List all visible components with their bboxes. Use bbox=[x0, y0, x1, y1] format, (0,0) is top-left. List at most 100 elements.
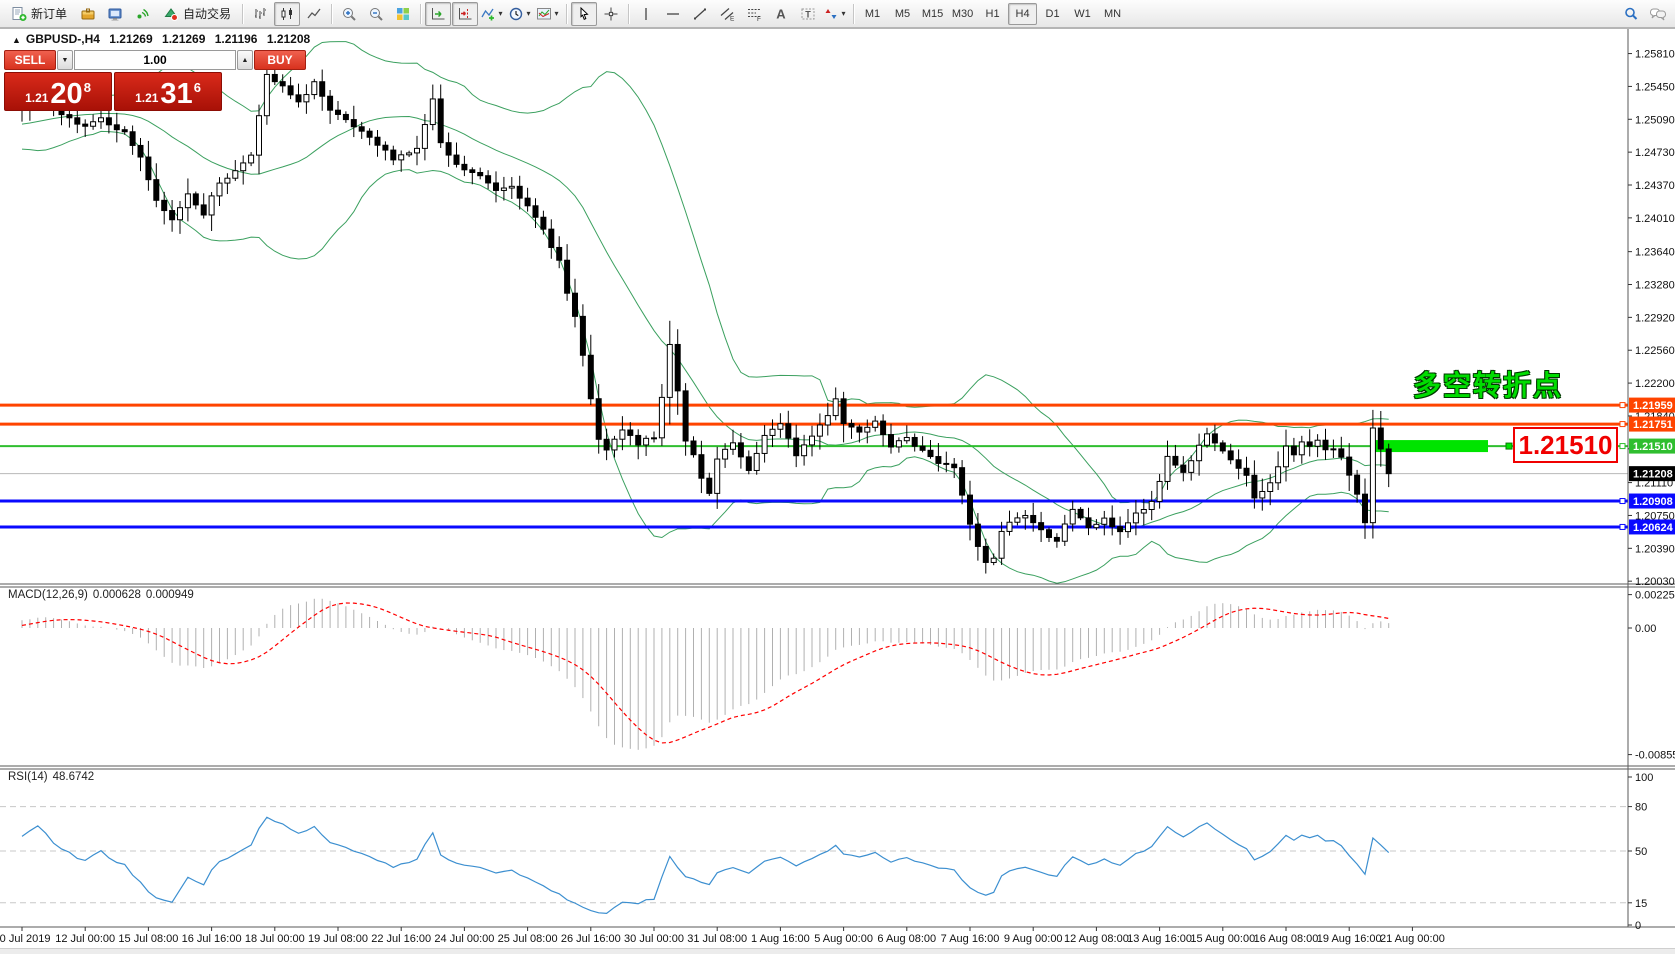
candle-body bbox=[572, 292, 578, 317]
volume-decrement-button[interactable] bbox=[57, 50, 73, 70]
timeframe-button-M30[interactable]: M30 bbox=[951, 7, 974, 20]
level-line-handle[interactable] bbox=[1619, 443, 1626, 450]
candle-body bbox=[382, 144, 389, 151]
vertical-line-tool-button[interactable] bbox=[633, 2, 659, 26]
candle-body bbox=[508, 185, 515, 189]
line-chart-button[interactable] bbox=[301, 2, 327, 26]
tile-windows-button[interactable] bbox=[390, 2, 416, 26]
deposit-button[interactable] bbox=[75, 2, 101, 26]
candle-body bbox=[177, 207, 183, 221]
candle-body bbox=[350, 119, 357, 128]
cursor-icon bbox=[580, 6, 589, 20]
ohlc-open: 1.21269 bbox=[109, 32, 153, 46]
level-line-handle[interactable] bbox=[1619, 421, 1626, 428]
candle-body bbox=[1219, 442, 1226, 452]
toolbar-separator bbox=[417, 3, 424, 25]
candle-body bbox=[1132, 512, 1139, 524]
signals-icon bbox=[137, 8, 149, 18]
autotrading-button[interactable]: 自动交易 bbox=[156, 2, 238, 26]
candle-body bbox=[1211, 433, 1218, 444]
timeframe-button-H4[interactable]: H4 bbox=[1008, 2, 1038, 25]
crosshair-tool-button[interactable] bbox=[598, 2, 624, 26]
collapse-panel-arrow-icon[interactable] bbox=[12, 35, 21, 45]
templates-dropdown-arrow[interactable] bbox=[552, 9, 561, 18]
indicators-dropdown-arrow[interactable] bbox=[496, 9, 505, 18]
candle-body bbox=[1362, 493, 1368, 524]
text-tool-button[interactable]: A bbox=[768, 2, 794, 26]
timeframe-button-M5[interactable]: M5 bbox=[894, 7, 911, 20]
auto-scroll-button[interactable] bbox=[425, 1, 452, 26]
timeframe-button-D1[interactable]: D1 bbox=[1045, 7, 1060, 20]
candle-body bbox=[1030, 514, 1037, 524]
fibonacci-tool-button[interactable]: F bbox=[741, 2, 767, 26]
periods-clock-icon bbox=[509, 7, 523, 20]
sell-price-display[interactable]: 1.21 20 8 bbox=[4, 72, 112, 111]
candle-body bbox=[1061, 523, 1068, 542]
highlight-bar[interactable] bbox=[1370, 440, 1488, 453]
buy-price-small: 1.21 bbox=[135, 91, 159, 105]
level-line-handle[interactable] bbox=[1619, 402, 1626, 409]
level-line-handle[interactable] bbox=[1619, 523, 1626, 530]
rsi-axis-tick-label: 100 bbox=[1635, 772, 1653, 784]
candle-body bbox=[295, 94, 302, 103]
arrows-tool-button[interactable] bbox=[822, 2, 849, 26]
arrows-dropdown-arrow[interactable] bbox=[839, 9, 848, 18]
cursor-tool-button[interactable] bbox=[571, 1, 598, 26]
horizontal-line-tool-button[interactable] bbox=[660, 2, 686, 26]
autotrading-label: 自动交易 bbox=[183, 7, 232, 21]
timeframe-button-MN[interactable]: MN bbox=[1103, 7, 1122, 20]
macd-axis-tick-label: -0.008553 bbox=[1635, 750, 1675, 762]
chat-button[interactable] bbox=[1645, 2, 1671, 26]
ohlc-close: 1.21208 bbox=[266, 32, 311, 46]
timeframe-button-M15[interactable]: M15 bbox=[921, 7, 944, 20]
tile-windows-icon bbox=[397, 7, 410, 20]
zoom-in-button[interactable] bbox=[336, 2, 362, 26]
timeframe-button-M1[interactable]: M1 bbox=[864, 7, 881, 20]
candle-body bbox=[974, 523, 981, 547]
timeframe-button-W1[interactable]: W1 bbox=[1074, 7, 1091, 20]
new-order-button[interactable]: 新订单 bbox=[4, 2, 74, 26]
periods-dropdown-arrow[interactable] bbox=[524, 9, 533, 18]
candle-body bbox=[469, 169, 476, 173]
candle-body bbox=[161, 199, 168, 212]
candle-body bbox=[1235, 459, 1242, 469]
timeframe-button-H1[interactable]: H1 bbox=[985, 7, 1000, 20]
candlestick-chart-button[interactable] bbox=[274, 1, 301, 26]
bar-chart-button[interactable] bbox=[247, 2, 273, 26]
rsi-axis-tick-label: 15 bbox=[1635, 898, 1647, 910]
search-button[interactable] bbox=[1618, 2, 1644, 26]
volume-increment-button[interactable] bbox=[237, 50, 253, 70]
trendline-tool-button[interactable] bbox=[687, 2, 713, 26]
highlight-bar-endpoint[interactable] bbox=[1505, 442, 1513, 450]
candle-body bbox=[1164, 455, 1171, 482]
chart-canvas[interactable]: 1.25810 1.25450 1.25090 1.24730 1.24370 1.240… bbox=[0, 28, 1675, 954]
volume-input[interactable] bbox=[74, 50, 236, 70]
periods-button[interactable] bbox=[507, 2, 534, 26]
sell-price-big: 20 bbox=[50, 78, 83, 110]
candle-body bbox=[1369, 427, 1376, 524]
candle-body bbox=[982, 545, 989, 563]
profile-button[interactable] bbox=[102, 2, 128, 26]
rsi-indicator-label: RSI(14) 48.6742 bbox=[8, 771, 99, 783]
buy-button[interactable]: BUY bbox=[254, 50, 306, 70]
candle-body bbox=[279, 81, 286, 87]
templates-button[interactable] bbox=[535, 2, 562, 26]
sell-button[interactable]: SELL bbox=[4, 50, 56, 70]
x-axis-label: 30 Jul 00:00 bbox=[624, 933, 684, 945]
chart-shift-button[interactable] bbox=[452, 1, 479, 26]
candle-body bbox=[200, 204, 207, 216]
candle-body bbox=[761, 434, 768, 454]
indicators-button[interactable] bbox=[479, 2, 506, 26]
zoom-out-button[interactable] bbox=[363, 2, 389, 26]
signals-button[interactable] bbox=[129, 2, 155, 26]
buy-price-display[interactable]: 1.21 31 6 bbox=[114, 72, 222, 111]
text-label-tool-button[interactable]: T bbox=[795, 2, 821, 26]
bollinger-middle-line bbox=[21, 112, 1389, 530]
candle-body bbox=[98, 117, 104, 123]
equidistant-channel-tool-button[interactable]: E bbox=[714, 2, 740, 26]
candle-body bbox=[421, 124, 428, 149]
arrows-icon bbox=[825, 8, 837, 19]
level-line-handle[interactable] bbox=[1619, 498, 1626, 505]
